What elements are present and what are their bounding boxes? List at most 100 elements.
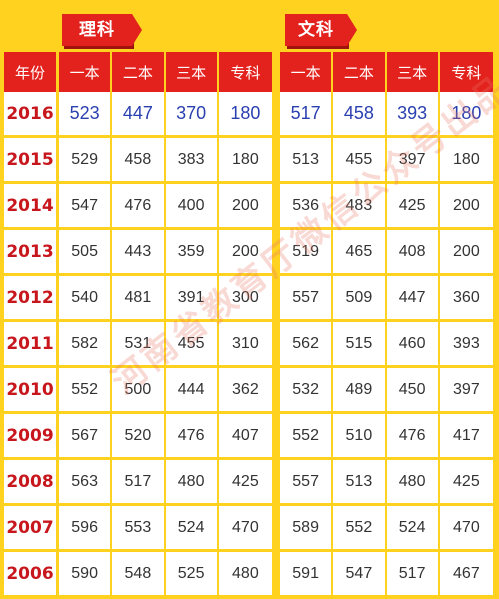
table-row: 2006 (4, 552, 56, 598)
arts-score-cell: 470 (439, 506, 493, 552)
table-row: 590 548 525 480 (59, 552, 272, 598)
science-score-cell: 505 (59, 230, 113, 276)
science-score-cell: 517 (112, 460, 166, 506)
science-score-cell: 540 (59, 276, 113, 322)
arts-score-cell: 455 (333, 138, 387, 184)
table-row: 547 476 400 200 (59, 184, 272, 230)
science-score-cell: 447 (112, 92, 166, 138)
arts-score-cell: 517 (280, 92, 334, 138)
science-score-cell: 180 (218, 92, 272, 138)
year-header: 年份 (4, 52, 56, 92)
arts-score-cell: 476 (386, 414, 440, 460)
arts-score-cell: 513 (280, 138, 334, 184)
table-row: 557 509 447 360 (280, 276, 493, 322)
science-score-cell: 455 (165, 322, 219, 368)
arts-score-cell: 517 (386, 552, 440, 598)
table-row: 552 500 444 362 (59, 368, 272, 414)
table-row: 529 458 383 180 (59, 138, 272, 184)
tab-science: 理科 (62, 14, 142, 46)
arts-score-cell: 393 (439, 322, 493, 368)
science-score-cell: 400 (165, 184, 219, 230)
table-row: 563 517 480 425 (59, 460, 272, 506)
science-score-cell: 523 (59, 92, 113, 138)
table-row: 591 547 517 467 (280, 552, 493, 598)
arts-score-table: 一本 二本 三本 专科 517 458 393 180 513 455 397 180 536 483 4… (280, 52, 493, 598)
table-row: 513 455 397 180 (280, 138, 493, 184)
science-score-cell: 480 (165, 460, 219, 506)
science-score-cell: 407 (218, 414, 272, 460)
column-header-arts: 一本 (280, 52, 334, 92)
arts-score-cell: 536 (280, 184, 334, 230)
science-score-cell: 362 (218, 368, 272, 414)
arts-score-cell: 524 (386, 506, 440, 552)
science-score-cell: 425 (218, 460, 272, 506)
arts-score-cell: 510 (333, 414, 387, 460)
science-score-cell: 470 (218, 506, 272, 552)
arts-score-cell: 552 (333, 506, 387, 552)
year-cell: 2015 (4, 138, 56, 184)
science-score-cell: 596 (59, 506, 113, 552)
science-score-cell: 370 (165, 92, 219, 138)
table-row: 589 552 524 470 (280, 506, 493, 552)
column-header-science: 一本 (59, 52, 113, 92)
arts-score-cell: 460 (386, 322, 440, 368)
science-score-cell: 500 (112, 368, 166, 414)
science-score-cell: 481 (112, 276, 166, 322)
arts-score-cell: 557 (280, 460, 334, 506)
table-row: 2010 (4, 368, 56, 414)
column-header-arts: 专科 (439, 52, 493, 92)
science-score-cell: 391 (165, 276, 219, 322)
science-score-cell: 476 (112, 184, 166, 230)
table-row: 2008 (4, 460, 56, 506)
science-score-cell: 547 (59, 184, 113, 230)
year-cell: 2013 (4, 230, 56, 276)
table-row: 557 513 480 425 (280, 460, 493, 506)
table-row: 505 443 359 200 (59, 230, 272, 276)
arts-score-cell: 447 (386, 276, 440, 322)
table-row: 2011 (4, 322, 56, 368)
year-column: 年份 2016 2015 2014 2013 2012 2011 2010 2009 2008 2… (4, 52, 56, 598)
arts-score-cell: 425 (386, 184, 440, 230)
arts-score-cell: 180 (439, 92, 493, 138)
science-score-cell: 383 (165, 138, 219, 184)
table-row: 519 465 408 200 (280, 230, 493, 276)
table-row: 2016 (4, 92, 56, 138)
science-score-cell: 567 (59, 414, 113, 460)
year-cell: 2011 (4, 322, 56, 368)
year-cell: 2014 (4, 184, 56, 230)
arts-score-cell: 557 (280, 276, 334, 322)
arts-score-cell: 397 (439, 368, 493, 414)
science-score-cell: 531 (112, 322, 166, 368)
science-score-cell: 200 (218, 184, 272, 230)
arts-score-cell: 547 (333, 552, 387, 598)
science-score-cell: 548 (112, 552, 166, 598)
table-row: 2013 (4, 230, 56, 276)
science-score-cell: 529 (59, 138, 113, 184)
science-score-cell: 553 (112, 506, 166, 552)
science-score-cell: 480 (218, 552, 272, 598)
science-score-cell: 590 (59, 552, 113, 598)
arts-score-cell: 180 (439, 138, 493, 184)
table-row: 2014 (4, 184, 56, 230)
science-score-cell: 524 (165, 506, 219, 552)
science-score-cell: 563 (59, 460, 113, 506)
column-header-arts: 二本 (333, 52, 387, 92)
table-row: 596 553 524 470 (59, 506, 272, 552)
table-row: 536 483 425 200 (280, 184, 493, 230)
science-score-table: 一本 二本 三本 专科 523 447 370 180 529 458 383 180 547 476 4… (59, 52, 272, 598)
column-header-arts: 三本 (386, 52, 440, 92)
science-score-cell: 520 (112, 414, 166, 460)
arts-score-cell: 393 (386, 92, 440, 138)
column-header-science: 二本 (112, 52, 166, 92)
arts-score-cell: 589 (280, 506, 334, 552)
arts-score-cell: 425 (439, 460, 493, 506)
arts-score-cell: 519 (280, 230, 334, 276)
arts-score-cell: 480 (386, 460, 440, 506)
table-row: 2009 (4, 414, 56, 460)
science-score-cell: 359 (165, 230, 219, 276)
arts-score-cell: 465 (333, 230, 387, 276)
table-row: 2015 (4, 138, 56, 184)
arts-score-cell: 552 (280, 414, 334, 460)
arts-score-cell: 467 (439, 552, 493, 598)
table-row: 552 510 476 417 (280, 414, 493, 460)
